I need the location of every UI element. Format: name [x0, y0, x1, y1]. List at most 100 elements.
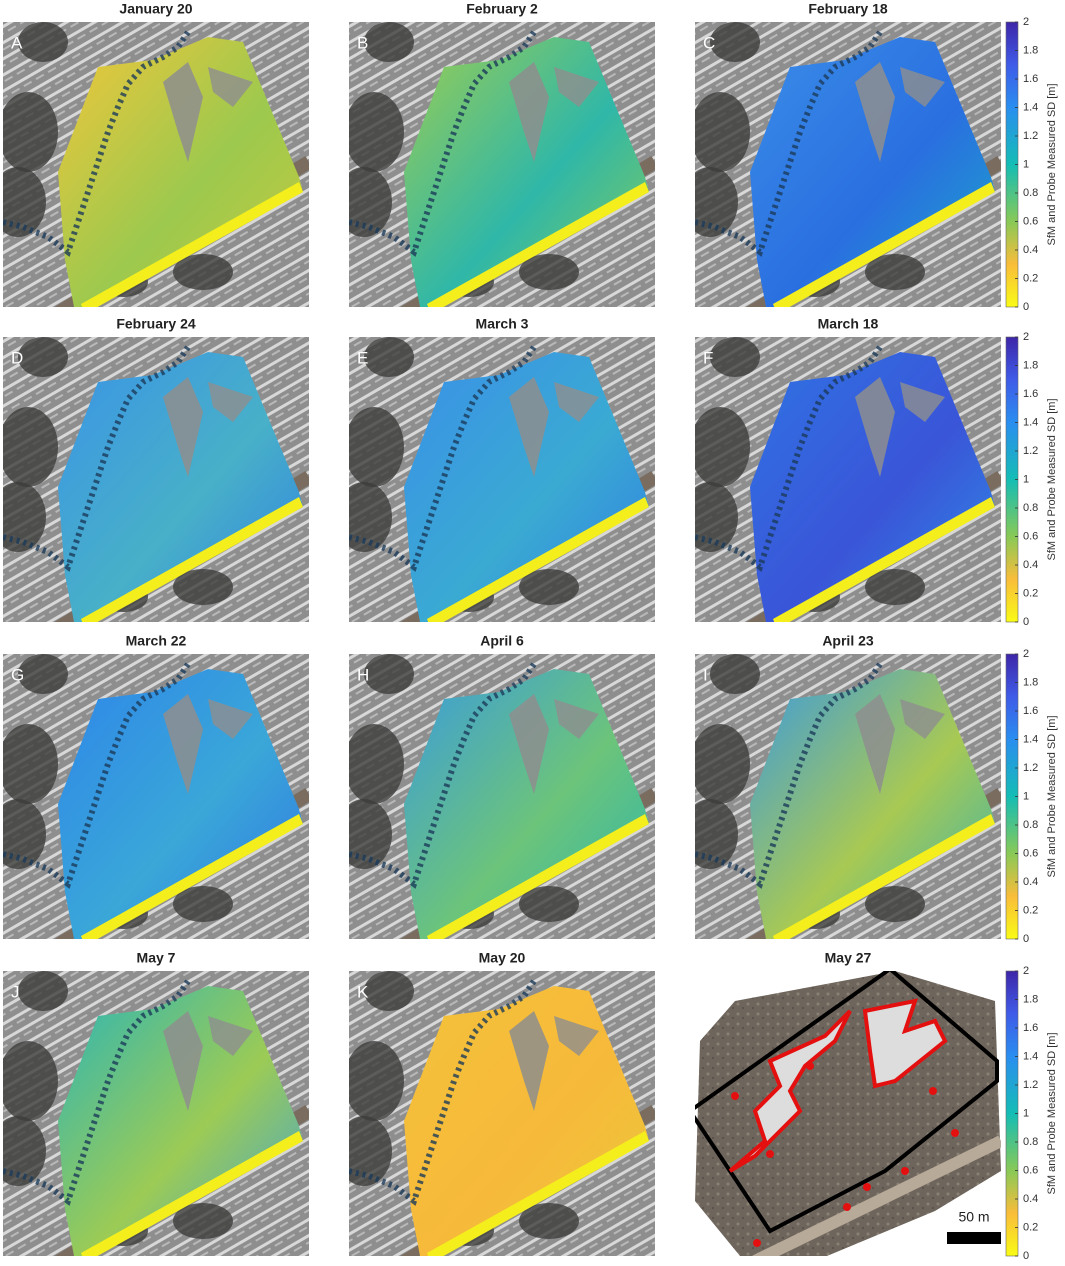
bare-patch	[554, 699, 599, 739]
panel-letter: F	[703, 348, 713, 367]
trees	[3, 724, 58, 804]
colorbar-tick-label: 2	[1023, 648, 1029, 660]
probe-path	[349, 662, 537, 889]
trees	[695, 167, 738, 237]
panel-title: March 18	[818, 316, 879, 332]
probe-path	[695, 30, 883, 257]
colorbar-tick-label: 2	[1023, 331, 1029, 343]
trees	[3, 407, 58, 487]
probe-point	[843, 1203, 851, 1211]
trees	[349, 1116, 392, 1186]
bare-patch	[900, 67, 945, 107]
trees	[3, 167, 46, 237]
colorbar-tick-label: 1	[1023, 158, 1029, 170]
colorbar-tick-label: 1.8	[1023, 44, 1038, 56]
panel-title: May 7	[137, 950, 176, 966]
colorbar-tick-label: 1.2	[1023, 1079, 1038, 1091]
colorbar-tick-label: 1.8	[1023, 993, 1038, 1005]
colorbar-label: SfM and Probe Measured SD [m]	[1046, 83, 1058, 245]
probe-point	[806, 1062, 814, 1070]
shallow-strip	[81, 497, 303, 622]
colorbar-tick-label: 0.4	[1023, 559, 1038, 571]
map-panel: 50 m L	[695, 971, 1001, 1256]
probe-point	[766, 1150, 774, 1158]
probe-path	[349, 30, 537, 257]
colorbar-tick-label: 0.8	[1023, 819, 1038, 831]
colorbar-tick-label: 1.2	[1023, 762, 1038, 774]
colorbar-tick-label: 0.2	[1023, 587, 1038, 599]
trees	[18, 337, 68, 377]
panel-letter: C	[703, 33, 715, 52]
trees	[173, 1203, 233, 1239]
bare-patch	[208, 699, 253, 739]
bare-patch	[554, 67, 599, 107]
snow-line	[862, 998, 948, 1089]
bare-patch	[208, 1016, 253, 1056]
probe-path	[3, 662, 191, 889]
bare-patch	[163, 377, 203, 477]
colorbar-tick-label: 2	[1023, 16, 1029, 28]
colorbar-tick-label: 1	[1023, 473, 1029, 485]
snow-line	[728, 1009, 852, 1173]
scale-label: 50 m	[958, 1209, 989, 1225]
trees	[349, 1041, 404, 1121]
trees	[364, 971, 414, 1011]
shallow-strip	[81, 1131, 303, 1256]
panel-letter: L	[703, 982, 712, 1001]
trees	[364, 654, 414, 694]
colorbar-tick-label: 0.4	[1023, 1193, 1038, 1205]
map-panel: H	[349, 654, 655, 939]
map-panel: C	[695, 22, 1001, 307]
colorbar-tick-label: 1	[1023, 1107, 1029, 1119]
panel-title: February 18	[808, 1, 888, 17]
snow-depth-map	[750, 352, 995, 622]
trees	[364, 337, 414, 377]
map-panel: I	[695, 654, 1001, 939]
shallow-strip	[773, 814, 995, 939]
panel-letter: J	[11, 982, 20, 1001]
probe-point	[863, 1183, 871, 1191]
trees	[3, 799, 46, 869]
map-panel: G	[3, 654, 309, 939]
colorbar-tick-label: 1.4	[1023, 733, 1038, 745]
colorbar-tick-label: 1.6	[1023, 73, 1038, 85]
shallow-strip	[427, 182, 649, 307]
bare-patch	[554, 1016, 599, 1056]
snow-depth-map	[404, 986, 649, 1256]
bare-patch	[163, 1011, 203, 1111]
colorbar-tick-label: 0.8	[1023, 1136, 1038, 1148]
colorbar-tick-label: 0.4	[1023, 876, 1038, 888]
map-panel: J	[3, 971, 309, 1256]
probe-path	[349, 345, 537, 572]
colorbar-tick-label: 0	[1023, 1250, 1029, 1262]
colorbar-tick-label: 1.8	[1023, 676, 1038, 688]
panel-letter: B	[357, 33, 368, 52]
shallow-strip	[427, 1131, 649, 1256]
trees	[173, 254, 233, 290]
shallow-strip	[427, 497, 649, 622]
map-panel: E	[349, 337, 655, 622]
snow-depth-map	[58, 669, 303, 939]
probe-point	[753, 1239, 761, 1247]
colorbar-tick-label: 1.6	[1023, 388, 1038, 400]
snow-depth-map	[404, 669, 649, 939]
colorbar-tick-label: 1.2	[1023, 445, 1038, 457]
trees	[3, 1116, 46, 1186]
trees	[710, 337, 760, 377]
colorbar-tick-label: 0.6	[1023, 530, 1038, 542]
panel-title: March 22	[126, 633, 187, 649]
panel-title: February 24	[116, 316, 196, 332]
colorbar-tick-label: 0.2	[1023, 904, 1038, 916]
bare-patch	[855, 377, 895, 477]
trees	[18, 22, 68, 62]
probe-path	[3, 345, 191, 572]
colorbar-label: SfM and Probe Measured SD [m]	[1046, 715, 1058, 877]
bare-patch	[208, 67, 253, 107]
panel-letter: D	[11, 348, 23, 367]
snow-depth-map	[750, 37, 995, 307]
map-panel: B	[349, 22, 655, 307]
colorbar-tick-label: 1.2	[1023, 130, 1038, 142]
snow-depth-map	[404, 352, 649, 622]
map-panel: F	[695, 337, 1001, 622]
